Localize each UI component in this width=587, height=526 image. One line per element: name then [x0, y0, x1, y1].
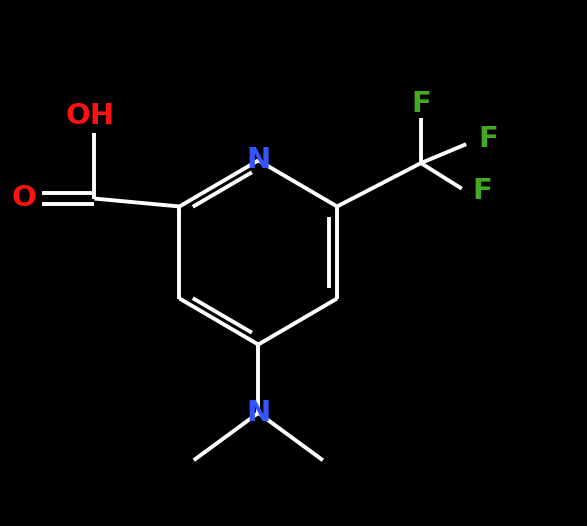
- Text: OH: OH: [65, 102, 114, 130]
- Text: F: F: [478, 125, 498, 153]
- Text: N: N: [246, 146, 271, 175]
- Text: N: N: [246, 399, 271, 427]
- Text: F: F: [473, 177, 492, 205]
- Text: O: O: [12, 184, 36, 211]
- Text: F: F: [411, 89, 431, 118]
